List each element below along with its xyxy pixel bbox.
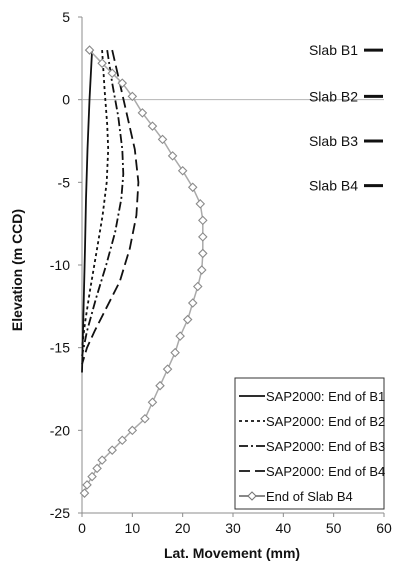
diamond-marker <box>162 364 173 374</box>
series-line-4 <box>81 49 140 365</box>
diamond-marker <box>107 445 117 455</box>
diamond-marker <box>137 108 148 118</box>
y-tick-label: -15 <box>50 340 70 356</box>
series-layer <box>79 45 208 498</box>
diamond-marker <box>79 488 90 498</box>
diamond-marker <box>127 91 138 102</box>
legend-label-5: End of Slab B4 <box>266 489 353 504</box>
y-tick-label: 5 <box>62 9 70 25</box>
y-tick-label: -20 <box>50 422 70 438</box>
diamond-marker <box>198 232 208 242</box>
x-axis-title: Lat. Movement (mm) <box>164 545 300 561</box>
diamond-marker <box>182 314 193 325</box>
y-tick-label: -5 <box>58 174 71 190</box>
diamond-marker <box>117 78 128 88</box>
diamond-marker <box>117 435 128 446</box>
diamond-marker <box>167 151 178 161</box>
legend: SAP2000: End of B1 SAP2000: End of B2 SAP2… <box>234 377 385 510</box>
diamond-marker <box>197 265 207 275</box>
diamond-marker <box>147 121 158 131</box>
diamond-marker <box>155 380 165 391</box>
legend-diamond-icon <box>247 491 257 501</box>
diamond-marker <box>170 347 180 358</box>
diamond-marker <box>175 331 185 341</box>
x-tick-label: 60 <box>376 520 392 536</box>
y-axis-title: Elevation (m CCD) <box>9 209 25 331</box>
legend-box <box>234 377 385 510</box>
series-line-3 <box>81 49 125 357</box>
diamond-marker <box>187 182 198 193</box>
diamond-marker <box>87 471 97 482</box>
x-tick-label: 30 <box>225 520 241 536</box>
diamond-marker <box>92 463 102 474</box>
diamond-marker <box>157 134 168 145</box>
diamond-marker <box>147 397 158 408</box>
diamond-marker <box>107 68 117 78</box>
x-tick-label: 20 <box>175 520 191 536</box>
x-tick-label: 10 <box>125 520 141 536</box>
x-tick-label: 50 <box>326 520 342 536</box>
legend-label-3: SAP2000: End of B3 <box>266 439 385 454</box>
diamond-marker <box>187 298 198 308</box>
slab-marker-label: Slab B2 <box>309 88 358 104</box>
legend-label-1: SAP2000: End of B1 <box>266 389 385 404</box>
x-tick-label: 0 <box>78 520 86 536</box>
diamond-marker <box>97 58 107 69</box>
series-line-5 <box>83 49 204 494</box>
slab-markers-layer: Slab B1 Slab B2 Slab B3 Slab B4 <box>309 42 383 194</box>
y-tick-label: -25 <box>50 505 70 521</box>
diamond-marker <box>97 455 107 465</box>
y-tick-label: -10 <box>50 257 70 273</box>
diamond-marker <box>127 425 138 436</box>
diamond-marker <box>198 248 208 259</box>
legend-label-2: SAP2000: End of B2 <box>266 414 385 429</box>
diamond-marker <box>192 281 203 292</box>
series-line-1 <box>81 50 93 373</box>
diamond-marker <box>84 45 95 55</box>
slab-marker-label: Slab B4 <box>309 178 358 194</box>
slab-marker-label: Slab B1 <box>309 42 358 58</box>
diamond-marker <box>195 199 206 209</box>
diamond-marker <box>177 165 188 176</box>
diamond-marker <box>82 480 92 490</box>
slab-marker-label: Slab B3 <box>309 133 358 149</box>
x-tick-label: 40 <box>276 520 292 536</box>
y-tick-label: 0 <box>62 92 70 108</box>
diamond-marker <box>198 215 208 226</box>
legend-label-4: SAP2000: End of B4 <box>266 464 385 479</box>
diamond-marker <box>140 413 150 424</box>
